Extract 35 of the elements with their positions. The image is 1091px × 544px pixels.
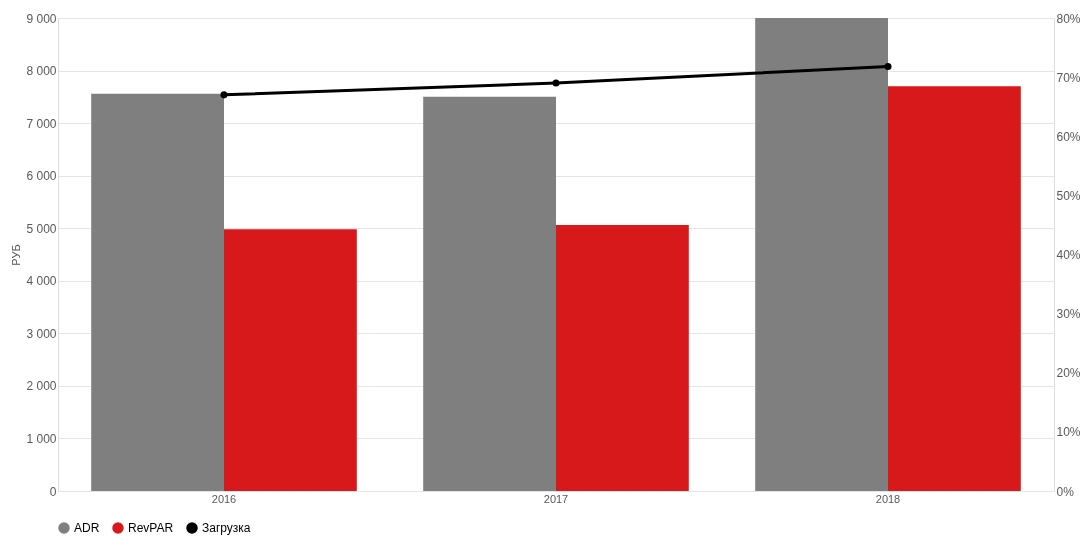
- y-tick-label: 3 000: [26, 326, 57, 341]
- y-tick-label: 8 000: [26, 64, 57, 79]
- y2-tick-label: 50%: [1056, 188, 1081, 203]
- bar: [423, 96, 556, 491]
- y-tick-label: 6 000: [26, 169, 57, 184]
- y2-tick-label: 10%: [1056, 425, 1081, 440]
- y2-tick-label: 30%: [1056, 307, 1081, 322]
- y-tick-label: 1 000: [26, 431, 57, 446]
- y2-tick-label: 0%: [1056, 484, 1075, 499]
- y-tick-label: 2 000: [26, 379, 57, 394]
- y-tick-label: 7 000: [26, 116, 57, 131]
- legend-label: RevPAR: [128, 521, 174, 535]
- bar: [556, 225, 689, 491]
- point: [884, 62, 892, 71]
- y-tick-label: 0: [49, 484, 57, 499]
- x-tick-label: 2018: [875, 492, 901, 505]
- y2-tick-label: 60%: [1056, 129, 1081, 144]
- legend-label: Загрузка: [202, 521, 251, 535]
- x-tick-label: 2016: [211, 492, 237, 505]
- y2-tick-label: 80%: [1056, 11, 1081, 26]
- point: [552, 79, 560, 87]
- y2-tick-label: 70%: [1056, 70, 1081, 85]
- y-tick-label: 9 000: [26, 11, 57, 26]
- y2-tick-label: 20%: [1056, 366, 1081, 381]
- bar: [888, 86, 1021, 491]
- y2-tick-label: 40%: [1056, 248, 1081, 262]
- y-tick-label: 4 000: [26, 274, 57, 289]
- bar: [755, 18, 888, 491]
- point: [220, 91, 228, 99]
- bar: [91, 93, 224, 491]
- bar: [224, 229, 357, 491]
- legend-label: ADR: [74, 521, 100, 535]
- x-tick-label: 2017: [543, 492, 569, 505]
- y-axis-title: РУБ: [10, 244, 23, 266]
- y-tick-label: 5 000: [26, 221, 57, 236]
